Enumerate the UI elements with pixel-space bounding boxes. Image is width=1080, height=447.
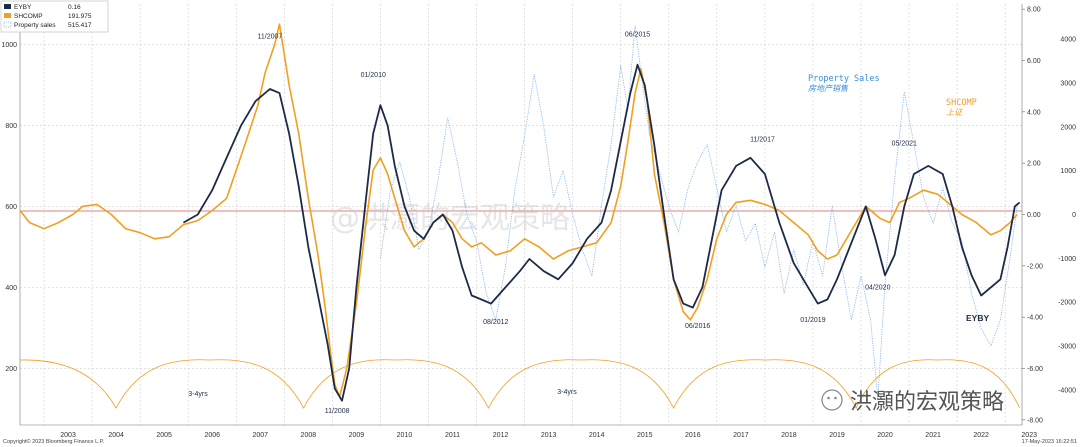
x-tick-2021: 2021: [925, 432, 941, 439]
legend: EYBY 0.16 SHCOMP 191.975 Property sales …: [0, 0, 109, 33]
cycle-label-left: 3-4yrs: [188, 391, 208, 398]
y-right-outer-tick-0: 0: [1072, 212, 1076, 219]
x-tick-2013: 2013: [541, 432, 557, 439]
x-tick-2011: 2011: [445, 432, 460, 439]
series-layer: [19, 23, 1021, 402]
annotation-11-2008: 11/2008: [325, 408, 350, 415]
y-left-tick-800: 800: [5, 123, 17, 130]
timestamp-text: 17-May-2023 16:22:51: [1022, 439, 1077, 445]
annotation-11-2017: 11/2017: [750, 137, 775, 144]
y-right-outer-tick-2000: 2000: [1060, 124, 1076, 131]
x-tick-2015: 2015: [637, 432, 653, 439]
y-right-tick-6.00: 6.00: [1027, 58, 1041, 65]
cycle-arc-path: [19, 359, 1020, 409]
x-tick-2007: 2007: [252, 432, 268, 439]
y-right-tick-0.00: 0.00: [1027, 212, 1041, 219]
legend-name-shcomp: SHCOMP: [14, 13, 43, 20]
wechat-icon-eye-left: [827, 396, 830, 400]
y-right-outer-tick-1000: 1000: [1060, 168, 1076, 175]
series-eyby: [182, 63, 1021, 402]
x-tick-2016: 2016: [685, 432, 701, 439]
annotation-layer: 11/2007 11/2008 01/2010 08/2012 06/2015 06/20…: [258, 31, 918, 414]
legend-value-shcomp: 191.975: [68, 13, 92, 20]
x-tick-2004: 2004: [108, 432, 124, 439]
x-tick-2008: 2008: [301, 432, 317, 439]
legend-value-property: 515.417: [68, 22, 92, 29]
eyby-label: EYBY: [966, 313, 989, 323]
wechat-watermark: 洪灝的宏观策略: [821, 389, 1004, 415]
annotation-01-2010: 01/2010: [361, 72, 386, 79]
x-tick-2014: 2014: [589, 432, 605, 439]
x-tick-2012: 2012: [493, 432, 509, 439]
bottom-watermark-text: 洪灝的宏观策略: [850, 390, 1004, 415]
y-right-outer-tick-4000: 4000: [1060, 37, 1076, 44]
chart-grid: [20, 4, 1022, 425]
y-right-tick--2.00: -2.00: [1027, 263, 1043, 270]
legend-name-eyby: EYBY: [14, 4, 32, 11]
y-right-tick--6.00: -6.00: [1027, 366, 1043, 373]
annotation-08-2012: 08/2012: [483, 319, 508, 326]
x-tick-2018: 2018: [781, 432, 797, 439]
x-tick-2003: 2003: [60, 432, 76, 439]
y-right-outer-tick--1000: -1000: [1058, 256, 1076, 263]
copyright-text: Copyright© 2023 Bloomberg Finance L.P.: [3, 438, 105, 445]
x-tick-2023: 2023: [1021, 432, 1037, 439]
y-right-outer-tick--2000: -2000: [1058, 300, 1076, 307]
y-left-tick-1000: 1000: [1, 42, 17, 49]
annotation-01-2019: 01/2019: [800, 317, 825, 324]
x-tick-2017: 2017: [733, 432, 749, 439]
legend-name-property: Property sales: [14, 22, 56, 29]
x-tick-2022: 2022: [973, 432, 989, 439]
x-tick-2009: 2009: [349, 432, 365, 439]
wechat-icon: [821, 389, 843, 411]
chart-axes: 2003 2004 2005 2006 2007 2008 2009 2010 2011 2012…: [1, 4, 1076, 439]
legend-swatch-property: [3, 21, 12, 28]
y-right-outer-tick-3000: 3000: [1060, 80, 1076, 87]
shcomp-label: SHCOMP: [946, 98, 977, 108]
y-right-outer-tick--4000: -4000: [1058, 387, 1076, 394]
annotation-05-2021: 05/2021: [892, 141, 917, 148]
shcomp-cn-label: 上证: [946, 108, 964, 117]
x-tick-2020: 2020: [877, 432, 893, 439]
center-watermark: @洪灝的宏观策略: [330, 201, 570, 236]
y-right-tick-4.00: 4.00: [1027, 109, 1041, 116]
property-sales-label: Property Sales: [808, 74, 880, 84]
property-sales-cn-label: 房地产销售: [808, 84, 849, 93]
x-tick-2006: 2006: [204, 432, 220, 439]
annotation-06-2016: 06/2016: [685, 323, 710, 330]
annotation-11-2007: 11/2007: [258, 33, 283, 40]
cycle-label-right: 3-4yrs: [557, 389, 577, 396]
x-tick-2019: 2019: [829, 432, 845, 439]
y-right-tick--4.00: -4.00: [1027, 315, 1043, 322]
cycle-arcs: [19, 359, 1020, 409]
series-shcomp: [19, 23, 1018, 398]
wechat-icon-eye-right: [834, 396, 837, 400]
y-left-tick-600: 600: [5, 204, 17, 211]
legend-swatch-shcomp: [4, 13, 11, 18]
legend-value-eyby: 0.16: [68, 4, 81, 11]
legend-background: [0, 0, 109, 33]
y-left-tick-200: 200: [5, 366, 17, 373]
legend-swatch-eyby: [4, 4, 11, 9]
x-tick-2005: 2005: [156, 432, 172, 439]
y-right-tick--8.00: -8.00: [1027, 417, 1043, 424]
y-left-tick-400: 400: [5, 285, 17, 292]
y-right-outer-tick--3000: -3000: [1058, 344, 1076, 351]
y-right-tick-8.00: 8.00: [1027, 7, 1041, 14]
annotation-06-2015: 06/2015: [625, 31, 650, 38]
y-right-tick-2.00: 2.00: [1027, 161, 1041, 168]
annotation-04-2020: 04/2020: [865, 284, 890, 291]
x-tick-2010: 2010: [397, 432, 413, 439]
